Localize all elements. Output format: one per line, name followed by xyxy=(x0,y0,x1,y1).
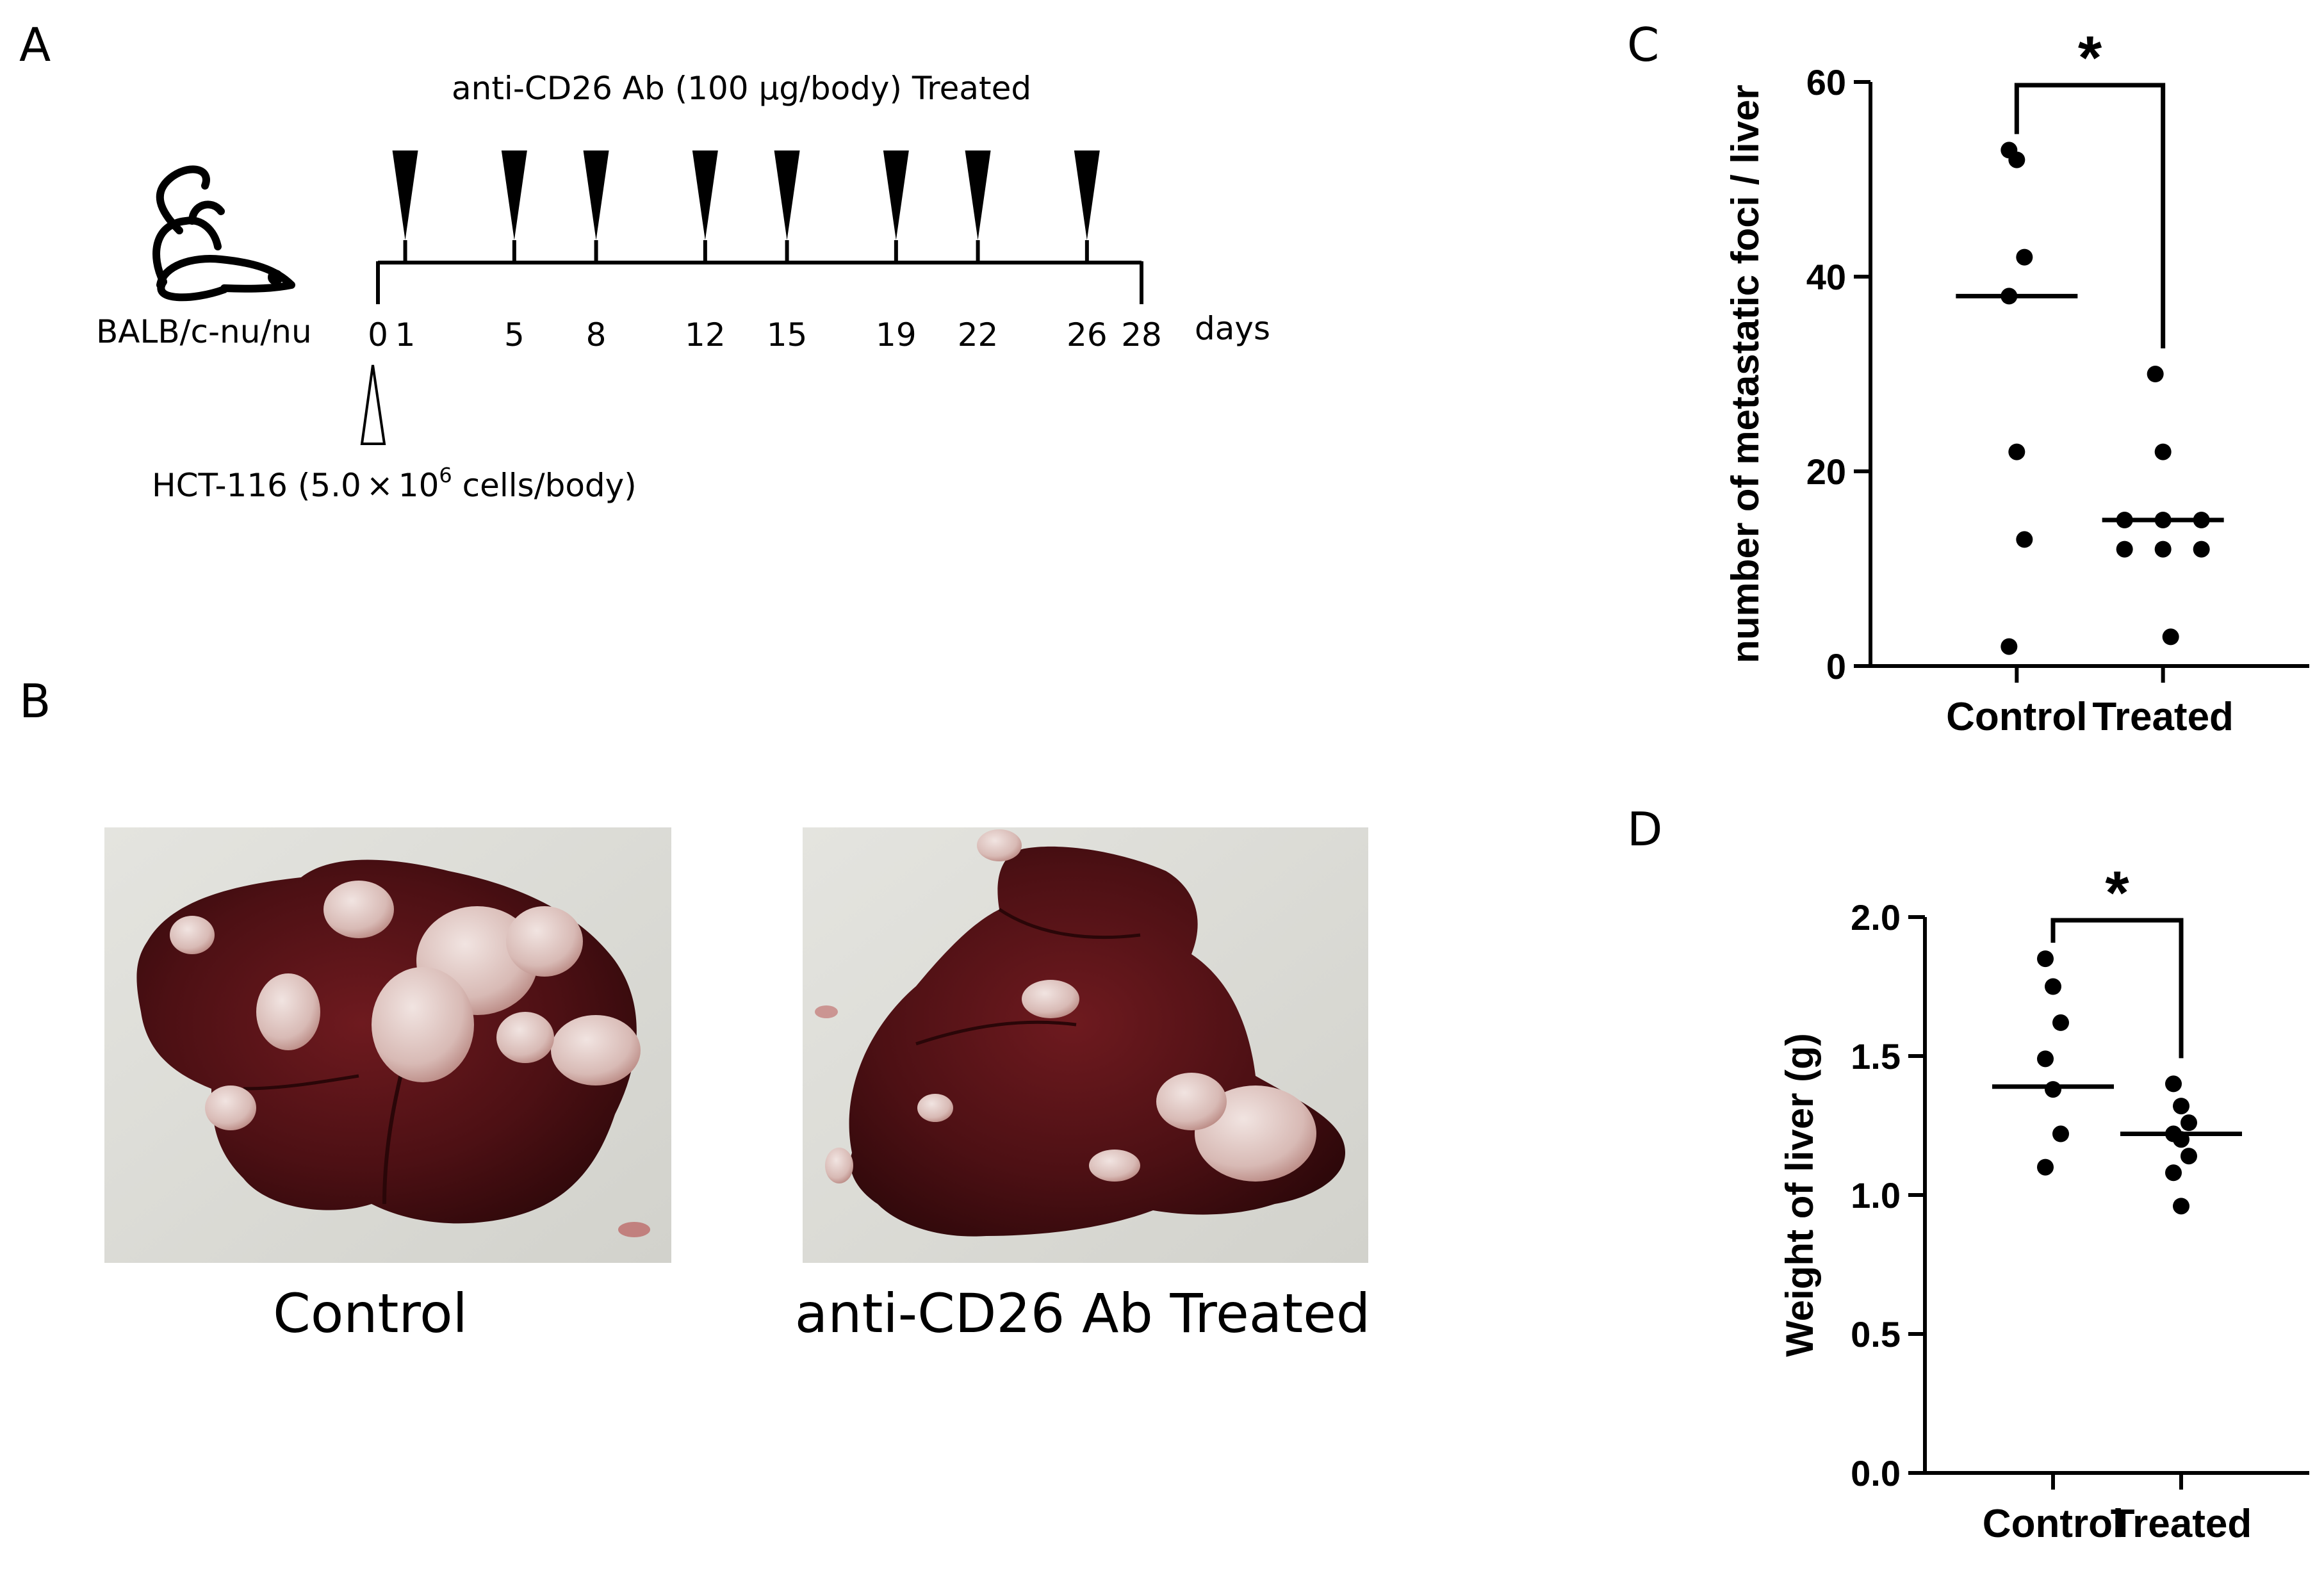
treated-photo-caption: anti-CD26 Ab Treated xyxy=(795,1282,1370,1345)
c-point-treated xyxy=(2116,541,2133,558)
d-x-tick-label-treated: Treated xyxy=(2111,1502,2252,1546)
d-point-treated xyxy=(2181,1148,2197,1165)
d-point-control xyxy=(2052,1014,2069,1031)
timeline-day-label-5: 5 xyxy=(504,316,525,354)
c-point-treated xyxy=(2154,443,2172,460)
dose-marker-day-12 xyxy=(692,150,718,240)
d-point-treated xyxy=(2165,1075,2182,1093)
panel-label-d: D xyxy=(1627,802,1662,856)
c-point-treated xyxy=(2162,628,2179,646)
d-point-treated xyxy=(2173,1198,2189,1215)
timeline-day-label-12: 12 xyxy=(685,316,726,354)
c-point-control xyxy=(2001,638,2018,655)
d-significance-bracket: * xyxy=(2050,859,2184,1059)
d-significance-star: * xyxy=(2105,859,2129,927)
d-point-treated xyxy=(2173,1131,2189,1148)
d-y-tick-label: 2.0 xyxy=(1851,897,1901,938)
c-bracket-line xyxy=(2014,83,2166,348)
c-medians xyxy=(1956,293,2224,523)
dose-marker-day-1 xyxy=(392,150,418,240)
d-point-control xyxy=(2045,978,2061,995)
d-point-control xyxy=(2052,1125,2069,1142)
c-significance-star: * xyxy=(2078,24,2102,92)
timeline-ticks xyxy=(376,240,1143,304)
d-y-ticks: 0.0 0.5 1.0 1.5 2.0 xyxy=(1851,897,1925,1493)
timeline-day-label-8: 8 xyxy=(586,316,607,354)
d-x-tick-label-control: Control xyxy=(1983,1502,2124,1546)
c-point-treated xyxy=(2193,512,2210,528)
d-y-tick-label: 1.0 xyxy=(1851,1175,1901,1215)
control-liver-photo xyxy=(104,827,671,1263)
d-point-treated xyxy=(2173,1098,2189,1115)
injection-marker-icon xyxy=(360,364,386,445)
dose-marker-day-15 xyxy=(774,150,800,240)
dose-marker-day-8 xyxy=(583,150,609,240)
injection-label: HCT-116 (5.0 × 106 cells/body) xyxy=(152,463,637,504)
treated-liver-photo xyxy=(803,827,1368,1263)
d-point-treated xyxy=(2181,1114,2197,1132)
d-point-control xyxy=(2045,1081,2061,1098)
d-y-tick-label: 0.0 xyxy=(1851,1453,1901,1493)
d-y-tick-label: 1.5 xyxy=(1851,1036,1901,1077)
c-point-control xyxy=(2016,531,2033,548)
c-x-tick-label-control: Control xyxy=(1946,695,2087,739)
timeline-day-label-19: 19 xyxy=(876,316,917,354)
d-bracket-line xyxy=(2050,918,2184,1059)
treatment-label: anti-CD26 Ab (100 µg/body) Treated xyxy=(452,70,1031,107)
c-y-tick-label: 20 xyxy=(1806,451,1846,492)
control-photo-caption: Control xyxy=(273,1282,468,1345)
mouse-icon xyxy=(152,165,295,302)
c-significance-bracket: * xyxy=(2014,24,2166,348)
c-point-control xyxy=(2001,288,2018,305)
panel-label-a: A xyxy=(19,18,51,72)
panel-label-b: B xyxy=(19,674,51,728)
dose-marker-day-19 xyxy=(883,150,909,240)
dose-markers xyxy=(392,150,1100,240)
c-y-tick-label: 40 xyxy=(1806,257,1846,297)
d-point-control xyxy=(2037,1050,2054,1068)
panel-label-c: C xyxy=(1627,18,1659,72)
treated-tumor-nodules xyxy=(825,829,1316,1183)
c-point-treated xyxy=(2193,541,2210,558)
timeline-day-labels: 0 1 5 8 12 15 19 22 26 28 xyxy=(368,316,1162,354)
dose-marker-day-26 xyxy=(1074,150,1100,240)
d-point-control xyxy=(2037,1158,2054,1176)
c-point-treated xyxy=(2116,512,2133,528)
c-x-tick-label-treated: Treated xyxy=(2092,695,2234,739)
c-y-ticks: 0 20 40 60 xyxy=(1806,62,1870,687)
timeline-day-label-1: 1 xyxy=(395,316,416,354)
timeline-day-label-15: 15 xyxy=(767,316,808,354)
mouse-strain-label: BALB/c-nu/nu xyxy=(96,313,312,350)
c-point-treated xyxy=(2154,541,2172,558)
timeline-day-label-26: 26 xyxy=(1067,316,1108,354)
timeline-day-label-28: 28 xyxy=(1121,316,1162,354)
d-point-treated xyxy=(2165,1164,2182,1182)
c-x-ticks: Control Treated xyxy=(1946,666,2234,739)
c-point-control xyxy=(2008,151,2025,168)
days-unit-label: days xyxy=(1195,310,1270,347)
d-point-control xyxy=(2037,950,2054,968)
timeline-day-label-0: 0 xyxy=(368,316,388,354)
dose-marker-day-22 xyxy=(965,150,991,240)
d-medians xyxy=(1992,1084,2242,1137)
d-y-axis-label: Weight of liver (g) xyxy=(1778,1033,1821,1357)
c-y-tick-label: 60 xyxy=(1806,62,1846,102)
c-points xyxy=(2001,142,2210,655)
c-point-control xyxy=(2008,443,2025,460)
c-y-axis-label: number of metastatic foci / liver xyxy=(1724,85,1767,663)
treatment-schematic: anti-CD26 Ab (100 µg/body) Treated BALB/… xyxy=(96,70,1270,504)
d-y-tick-label: 0.5 xyxy=(1851,1314,1901,1354)
timeline-day-label-22: 22 xyxy=(958,316,999,354)
c-y-tick-label: 0 xyxy=(1826,646,1846,687)
control-tumor-nodules xyxy=(170,881,641,1130)
c-point-control xyxy=(2016,248,2033,266)
dose-marker-day-5 xyxy=(501,150,527,240)
c-point-treated xyxy=(2154,512,2172,528)
metastatic-foci-chart: 0 20 40 60 Control Treated * number of metas… xyxy=(1724,24,2309,739)
d-points xyxy=(2037,950,2197,1215)
c-point-treated xyxy=(2147,366,2164,382)
